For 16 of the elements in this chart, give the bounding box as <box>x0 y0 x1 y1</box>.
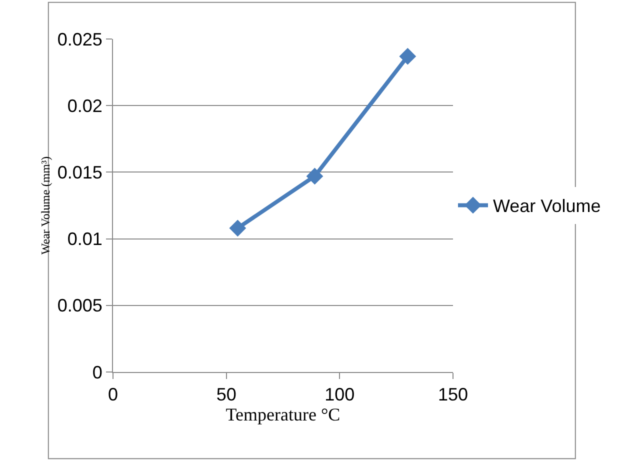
y-tick-label: 0.025 <box>57 29 102 50</box>
point <box>306 168 324 185</box>
y-tick-label: 0.01 <box>67 229 102 250</box>
x-tick-label: 50 <box>216 384 236 405</box>
y-tick-label: 0.015 <box>57 162 102 182</box>
x-axis-title: Temperature °C <box>226 404 340 425</box>
x-tick-label: 0 <box>108 384 118 405</box>
legend-label: Wear Volume <box>493 196 601 216</box>
point <box>399 48 416 65</box>
x-tick-label: 100 <box>324 384 355 405</box>
y-tick-label: 0 <box>92 362 102 382</box>
y-tick-label: 0.005 <box>57 296 102 316</box>
y-axis-title: Wear Volume (mm³) <box>38 156 53 255</box>
y-tick-label: 0.02 <box>67 96 102 116</box>
x-tick-label: 150 <box>438 384 468 405</box>
point <box>229 220 246 237</box>
